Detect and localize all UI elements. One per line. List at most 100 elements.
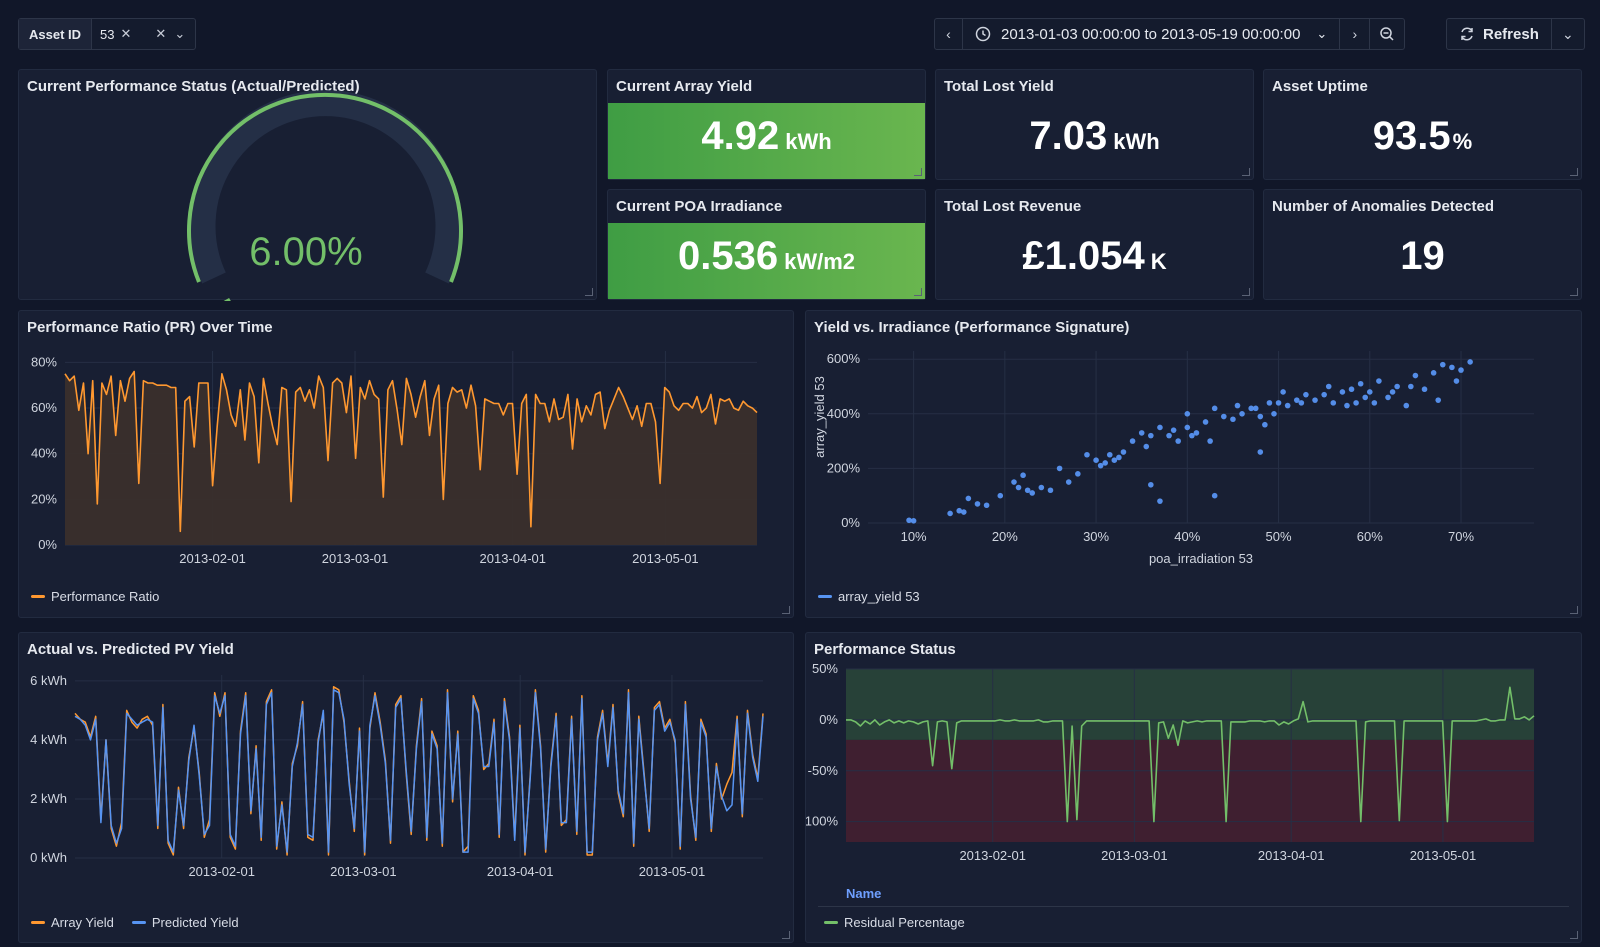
- scatter-point: [1389, 389, 1396, 395]
- current-array-yield-panel: Current Array Yield 4.92 kWh: [607, 69, 926, 180]
- scatter-point: [1029, 490, 1036, 496]
- panel-title: Current Performance Status (Actual/Predi…: [27, 78, 360, 95]
- panel-resize-handle[interactable]: [1570, 288, 1578, 296]
- scatter-point: [1184, 424, 1191, 431]
- panel-resize-handle[interactable]: [1242, 168, 1250, 176]
- panel-resize-handle[interactable]: [1570, 168, 1578, 176]
- scatter-point: [1102, 460, 1109, 466]
- panel-title: Performance Status: [814, 641, 956, 658]
- legend-label-predicted-yield[interactable]: Predicted Yield: [151, 915, 239, 930]
- scatter-point: [1257, 413, 1264, 420]
- scatter-point: [1148, 432, 1154, 439]
- legend-label: Residual Percentage: [844, 915, 965, 930]
- scatter-point: [1038, 484, 1045, 491]
- scatter-point: [1366, 389, 1373, 395]
- zoom-out-icon[interactable]: [1370, 19, 1404, 49]
- scatter-point: [947, 510, 953, 517]
- x-tick-label: 2013-05-01: [632, 551, 699, 566]
- scatter-point: [1056, 465, 1063, 472]
- time-range-button[interactable]: 2013-01-03 00:00:00 to 2013-05-19 00:00:…: [963, 19, 1341, 49]
- scatter-point: [1403, 402, 1410, 409]
- legend-item[interactable]: array_yield 53: [818, 589, 920, 604]
- panel-title: Total Lost Revenue: [944, 198, 1082, 215]
- performance-status-chart[interactable]: -100% -50% 0% 50% 2013-02-01 2013-03-01 2013-0…: [806, 633, 1583, 944]
- close-icon[interactable]: ✕: [155, 26, 167, 41]
- x-tick-label: 20%: [992, 529, 1018, 544]
- performance-status-gauge-panel: Current Performance Status (Actual/Predi…: [18, 69, 597, 301]
- scatter-point: [1271, 410, 1277, 417]
- x-tick-label: 2013-02-01: [179, 551, 246, 566]
- asset-id-label: Asset ID: [19, 19, 93, 49]
- scatter-point: [1157, 498, 1163, 504]
- scatter-point: [1280, 389, 1286, 395]
- scatter-point: [1093, 457, 1099, 464]
- scatter-point: [1166, 432, 1172, 439]
- panel-resize-handle[interactable]: [914, 288, 922, 296]
- scatter-point: [1248, 405, 1254, 412]
- refresh-button[interactable]: Refresh: [1447, 19, 1552, 49]
- series-line-array-yield: [74, 686, 764, 856]
- scatter-point: [1024, 487, 1031, 494]
- pr-chart[interactable]: 0% 20% 40% 60% 80% 2013-02-01 2013-03-01 2013-0…: [19, 311, 795, 619]
- panel-resize-handle[interactable]: [1570, 931, 1578, 939]
- x-tick-label: 50%: [1266, 529, 1292, 544]
- scatter-point: [1239, 410, 1245, 417]
- scatter-point: [1106, 451, 1113, 458]
- x-tick-label: 2013-03-01: [322, 551, 389, 566]
- x-tick-label: 2013-05-01: [639, 864, 706, 879]
- scatter-point: [1184, 410, 1191, 417]
- scatter-point: [1148, 481, 1154, 488]
- threshold-band-lower: [846, 739, 1534, 842]
- current-poa-irradiance-panel: Current POA Irradiance 0.536 kW/m2: [607, 189, 926, 300]
- panel-resize-handle[interactable]: [1570, 606, 1578, 614]
- scatter-point: [1293, 397, 1300, 403]
- panel-resize-handle[interactable]: [782, 606, 790, 614]
- x-tick-label: 2013-05-01: [1410, 848, 1477, 863]
- y-tick-label: 0%: [841, 515, 860, 530]
- gauge-track: [189, 90, 462, 284]
- x-tick-label: 2013-04-01: [1258, 848, 1325, 863]
- asset-id-variable: Asset ID 53 ✕ ✕ ⌄: [18, 18, 197, 50]
- scatter-point: [1262, 421, 1268, 428]
- actual-predicted-chart[interactable]: 0 kWh 2 kWh 4 kWh 6 kWh 2013-02-01 2013-03-01…: [19, 633, 795, 944]
- legend-item[interactable]: Residual Percentage: [824, 915, 965, 930]
- performance-status-panel: Performance Status -100% -50% 0% 50% 2013-02…: [805, 632, 1582, 943]
- scatter-point: [1175, 438, 1181, 444]
- panel-resize-handle[interactable]: [1242, 288, 1250, 296]
- y-tick-label: 200%: [827, 460, 861, 475]
- refresh-picker: Refresh ⌄: [1446, 18, 1585, 50]
- close-icon[interactable]: ✕: [120, 26, 132, 41]
- scatter-point: [960, 509, 967, 515]
- x-tick-label: 30%: [1083, 529, 1109, 544]
- x-tick-label: 2013-04-01: [480, 551, 547, 566]
- scatter-point: [1207, 438, 1213, 444]
- panel-resize-handle[interactable]: [585, 288, 593, 296]
- yield-irradiance-chart[interactable]: 0% 200% 400% 600% 10% 20% 30% 40% 50% 60% 70% poa_i…: [806, 311, 1583, 619]
- scatter-point: [1330, 400, 1337, 406]
- scatter-point: [1143, 443, 1150, 450]
- scatter-point: [1189, 432, 1195, 439]
- asset-uptime-panel: Asset Uptime 93.5%: [1263, 69, 1582, 180]
- asset-id-selected-chip[interactable]: 53 ✕: [92, 19, 139, 49]
- y-tick-label: 40%: [31, 446, 57, 461]
- series-line-residual-percentage: [846, 686, 1535, 823]
- legend-label-array-yield[interactable]: Array Yield: [51, 915, 114, 930]
- chevron-left-icon[interactable]: ‹: [935, 19, 963, 49]
- scatter-point: [1275, 400, 1282, 406]
- scatter-point: [997, 492, 1004, 499]
- panel-resize-handle[interactable]: [782, 931, 790, 939]
- time-range-text: 2013-01-03 00:00:00 to 2013-05-19 00:00:…: [1001, 25, 1301, 43]
- scatter-point: [1458, 367, 1464, 373]
- chevron-down-icon[interactable]: ⌄: [174, 26, 186, 41]
- legend-item[interactable]: Performance Ratio: [31, 589, 159, 604]
- y-tick-label: 4 kWh: [30, 732, 67, 747]
- panel-title: Number of Anomalies Detected: [1272, 198, 1494, 215]
- pr-over-time-panel: Performance Ratio (PR) Over Time 0% 20% 40…: [18, 310, 794, 618]
- chevron-down-icon[interactable]: ⌄: [1561, 25, 1574, 42]
- panel-resize-handle[interactable]: [914, 168, 922, 176]
- scatter-point: [1325, 383, 1332, 390]
- x-axis-label: poa_irradiation 53: [1149, 551, 1253, 566]
- legend-header[interactable]: Name: [846, 886, 882, 901]
- y-tick-label: 60%: [31, 400, 57, 415]
- chevron-right-icon[interactable]: ›: [1340, 19, 1371, 49]
